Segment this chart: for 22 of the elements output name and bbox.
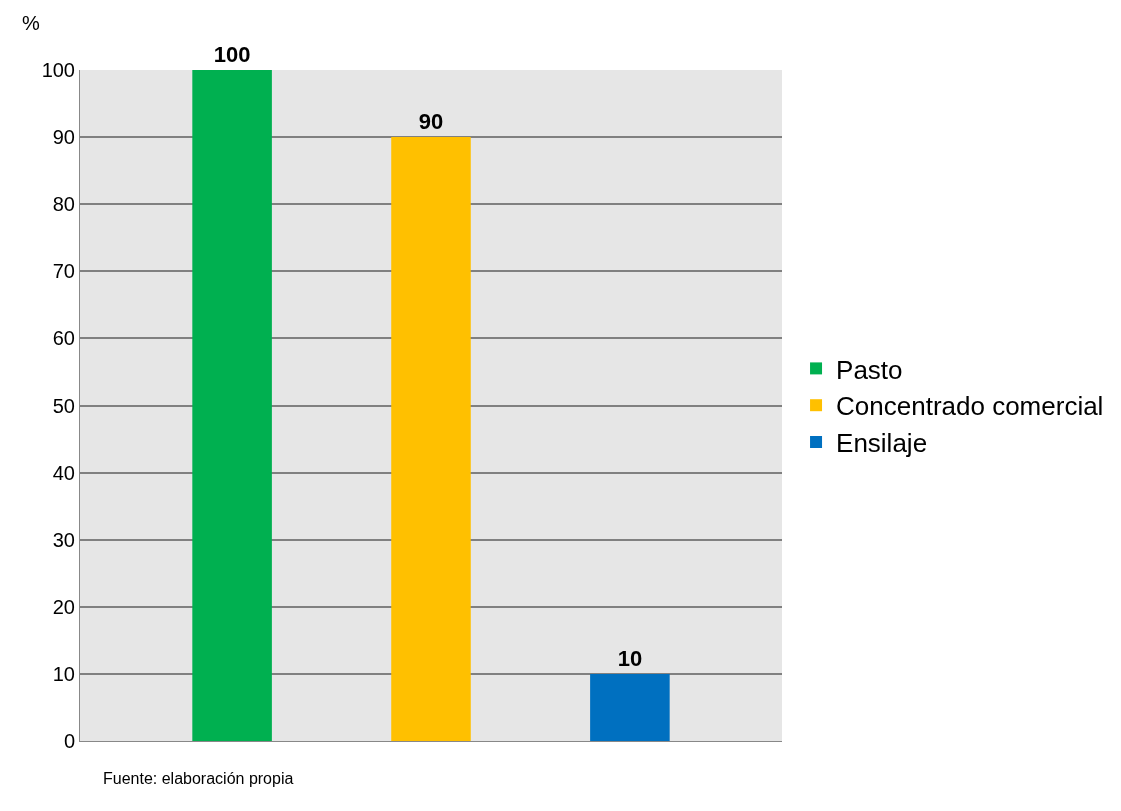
data-label: 90 xyxy=(418,109,444,135)
data-label: 10 xyxy=(617,645,643,671)
bar xyxy=(192,70,272,741)
y-tick-label: 30 xyxy=(52,528,75,551)
y-tick-label: 60 xyxy=(52,327,75,350)
legend-label: Ensilaje xyxy=(836,428,928,459)
legend-label: Concentrado comercial xyxy=(836,391,1104,422)
y-tick-label: 100 xyxy=(41,59,75,81)
y-tick-label: 40 xyxy=(52,461,75,484)
y-tick-label: 50 xyxy=(52,394,75,417)
y-tick-label: 80 xyxy=(52,193,75,216)
y-tick-label: 70 xyxy=(52,260,75,283)
y-tick-label: 20 xyxy=(52,595,75,618)
y-tick-label: 10 xyxy=(52,662,75,685)
bar xyxy=(391,137,471,741)
y-axis-title: % xyxy=(22,12,40,34)
y-tick-label: 0 xyxy=(63,730,75,752)
bar xyxy=(590,673,670,741)
y-tick-label: 90 xyxy=(52,126,75,149)
source-note: Fuente: elaboración propia xyxy=(103,770,294,787)
data-label: 100 xyxy=(213,42,251,67)
legend-label: Pasto xyxy=(836,354,903,385)
